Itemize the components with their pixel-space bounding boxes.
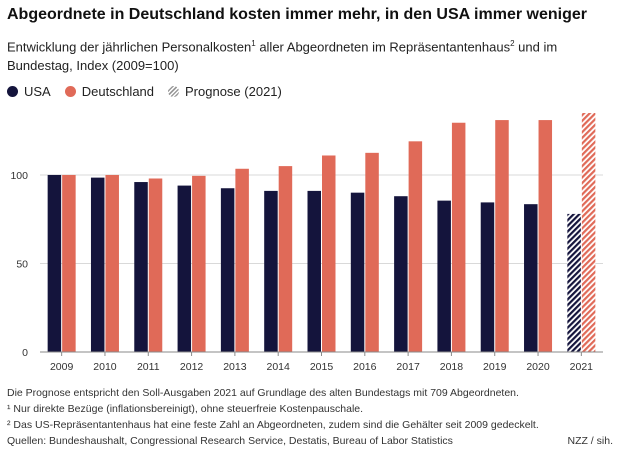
y-tick-label: 100: [10, 170, 28, 182]
x-tick-label: 2009: [50, 361, 74, 373]
credit: NZZ / sih.: [567, 435, 613, 447]
legend-swatch-usa: [7, 86, 18, 97]
sources: Quellen: Bundeshaushalt, Congressional R…: [7, 435, 453, 447]
footnote-1: ¹ Nur direkte Bezüge (inflationsbereinig…: [7, 403, 364, 415]
x-tick-label: 2013: [223, 361, 247, 373]
x-tick-label: 2010: [93, 361, 117, 373]
bar-usa-2019: [480, 202, 495, 352]
bar-deutschland-2018: [451, 122, 466, 353]
bar-usa-2021: [567, 213, 581, 352]
bar-usa-2011: [134, 182, 148, 352]
legend-label-prognose: Prognose (2021): [185, 84, 282, 99]
bar-deutschland-2010: [105, 174, 119, 352]
x-tick-label: 2016: [353, 361, 377, 373]
bar-deutschland-2009: [62, 174, 76, 352]
x-tick-label: 2019: [483, 361, 507, 373]
bar-deutschland-2020: [538, 120, 553, 352]
chart-notes: Die Prognose entspricht den Soll-Ausgabe…: [7, 385, 613, 449]
bar-usa-2010: [90, 177, 105, 352]
bar-usa-2018: [437, 200, 451, 352]
bar-deutschland-2011: [148, 178, 163, 352]
x-tick-label: 2011: [137, 361, 160, 373]
bar-deutschland-2015: [322, 155, 336, 352]
subtitle-part-1: Entwicklung der jährlichen Personalkoste…: [7, 39, 252, 55]
bar-usa-2013: [220, 188, 235, 352]
y-tick-label: 50: [16, 258, 28, 270]
x-tick-label: 2014: [267, 361, 291, 373]
note-prognose: Die Prognose entspricht den Soll-Ausgabe…: [7, 387, 519, 399]
footnote-2: ² Das US-Repräsentantenhaus hat eine fes…: [7, 419, 539, 431]
bar-deutschland-2016: [365, 152, 379, 352]
x-tick-label: 2017: [396, 361, 420, 373]
bar-usa-2009: [47, 174, 62, 352]
x-tick-label: 2020: [526, 361, 550, 373]
x-tick-label: 2018: [440, 361, 464, 373]
bar-deutschland-2021: [581, 113, 596, 352]
subtitle-part-2: aller Abgeordneten im Repräsentantenhaus: [255, 39, 511, 55]
chart-subtitle: Entwicklung der jährlichen Personalkoste…: [7, 34, 607, 75]
legend-label-deutschland: Deutschland: [81, 84, 155, 99]
bar-deutschland-2017: [408, 141, 423, 352]
bar-usa-2017: [394, 196, 408, 352]
legend-swatch-prognose: [168, 86, 180, 97]
bar-deutschland-2019: [495, 120, 509, 352]
chart-legend: USA Deutschland Prognose (2021): [7, 84, 282, 99]
bar-usa-2020: [524, 204, 538, 352]
chart-title: Abgeordnete in Deutschland kosten immer …: [7, 6, 587, 23]
x-tick-label: 2021: [570, 361, 594, 373]
legend-item-usa: USA: [7, 84, 51, 99]
bar-usa-2015: [307, 190, 321, 352]
footnote-marker-1: 1: [251, 39, 256, 48]
legend-item-prognose: Prognose (2021): [168, 84, 282, 99]
bar-deutschland-2014: [278, 166, 293, 352]
legend-swatch-deutschland: [64, 86, 76, 97]
legend-label-usa: USA: [24, 84, 51, 99]
bar-usa-2016: [350, 192, 365, 352]
bar-usa-2012: [177, 185, 192, 352]
legend-item-deutschland: Deutschland: [64, 84, 155, 99]
bar-deutschland-2013: [235, 168, 249, 352]
bar-usa-2014: [264, 190, 278, 352]
bar-deutschland-2012: [192, 175, 206, 352]
y-tick-label: 0: [22, 347, 28, 359]
subtitle-part-3: und im Bundestag, Index (2009=100): [7, 39, 558, 74]
x-tick-label: 2012: [180, 361, 204, 373]
x-tick-label: 2015: [310, 361, 334, 373]
footnote-marker-2: 2: [510, 39, 515, 48]
